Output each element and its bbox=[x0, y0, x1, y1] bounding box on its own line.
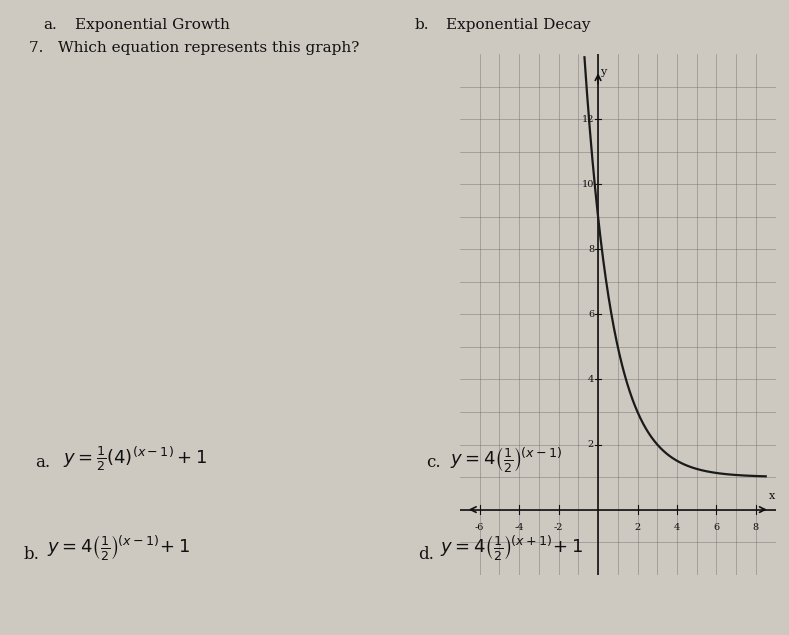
Text: Exponential Growth: Exponential Growth bbox=[75, 18, 230, 32]
Text: 12: 12 bbox=[581, 114, 594, 124]
Text: -2: -2 bbox=[554, 523, 563, 531]
Text: b.: b. bbox=[414, 18, 428, 32]
Text: b.: b. bbox=[24, 546, 39, 563]
Text: 8: 8 bbox=[753, 523, 759, 531]
Text: a.: a. bbox=[36, 454, 50, 471]
Text: 2: 2 bbox=[634, 523, 641, 531]
Text: 4: 4 bbox=[674, 523, 680, 531]
Text: 8: 8 bbox=[588, 244, 594, 254]
Text: Exponential Decay: Exponential Decay bbox=[446, 18, 590, 32]
Text: $y = 4\left(\frac{1}{2}\right)^{\!(x-1)}\!+1$: $y = 4\left(\frac{1}{2}\right)^{\!(x-1)}… bbox=[47, 533, 190, 563]
Text: -6: -6 bbox=[475, 523, 484, 531]
Text: a.: a. bbox=[43, 18, 57, 32]
Text: 4: 4 bbox=[588, 375, 594, 384]
Text: 10: 10 bbox=[581, 180, 594, 189]
Text: 7.   Which equation represents this graph?: 7. Which equation represents this graph? bbox=[29, 41, 360, 55]
Text: y: y bbox=[600, 67, 606, 77]
Text: c.: c. bbox=[426, 454, 441, 471]
Text: $y = 4\left(\frac{1}{2}\right)^{\!(x-1)}$: $y = 4\left(\frac{1}{2}\right)^{\!(x-1)}… bbox=[450, 444, 562, 474]
Text: $y = \frac{1}{2}(4)^{(x-1)}+1$: $y = \frac{1}{2}(4)^{(x-1)}+1$ bbox=[63, 444, 208, 473]
Text: $y = 4\left(\frac{1}{2}\right)^{\!(x+1)}\!+1$: $y = 4\left(\frac{1}{2}\right)^{\!(x+1)}… bbox=[440, 533, 583, 563]
Text: 6: 6 bbox=[588, 310, 594, 319]
Text: d.: d. bbox=[418, 546, 434, 563]
Text: -4: -4 bbox=[514, 523, 524, 531]
Text: x: x bbox=[768, 491, 775, 502]
Text: 6: 6 bbox=[713, 523, 720, 531]
Text: 2: 2 bbox=[588, 440, 594, 449]
